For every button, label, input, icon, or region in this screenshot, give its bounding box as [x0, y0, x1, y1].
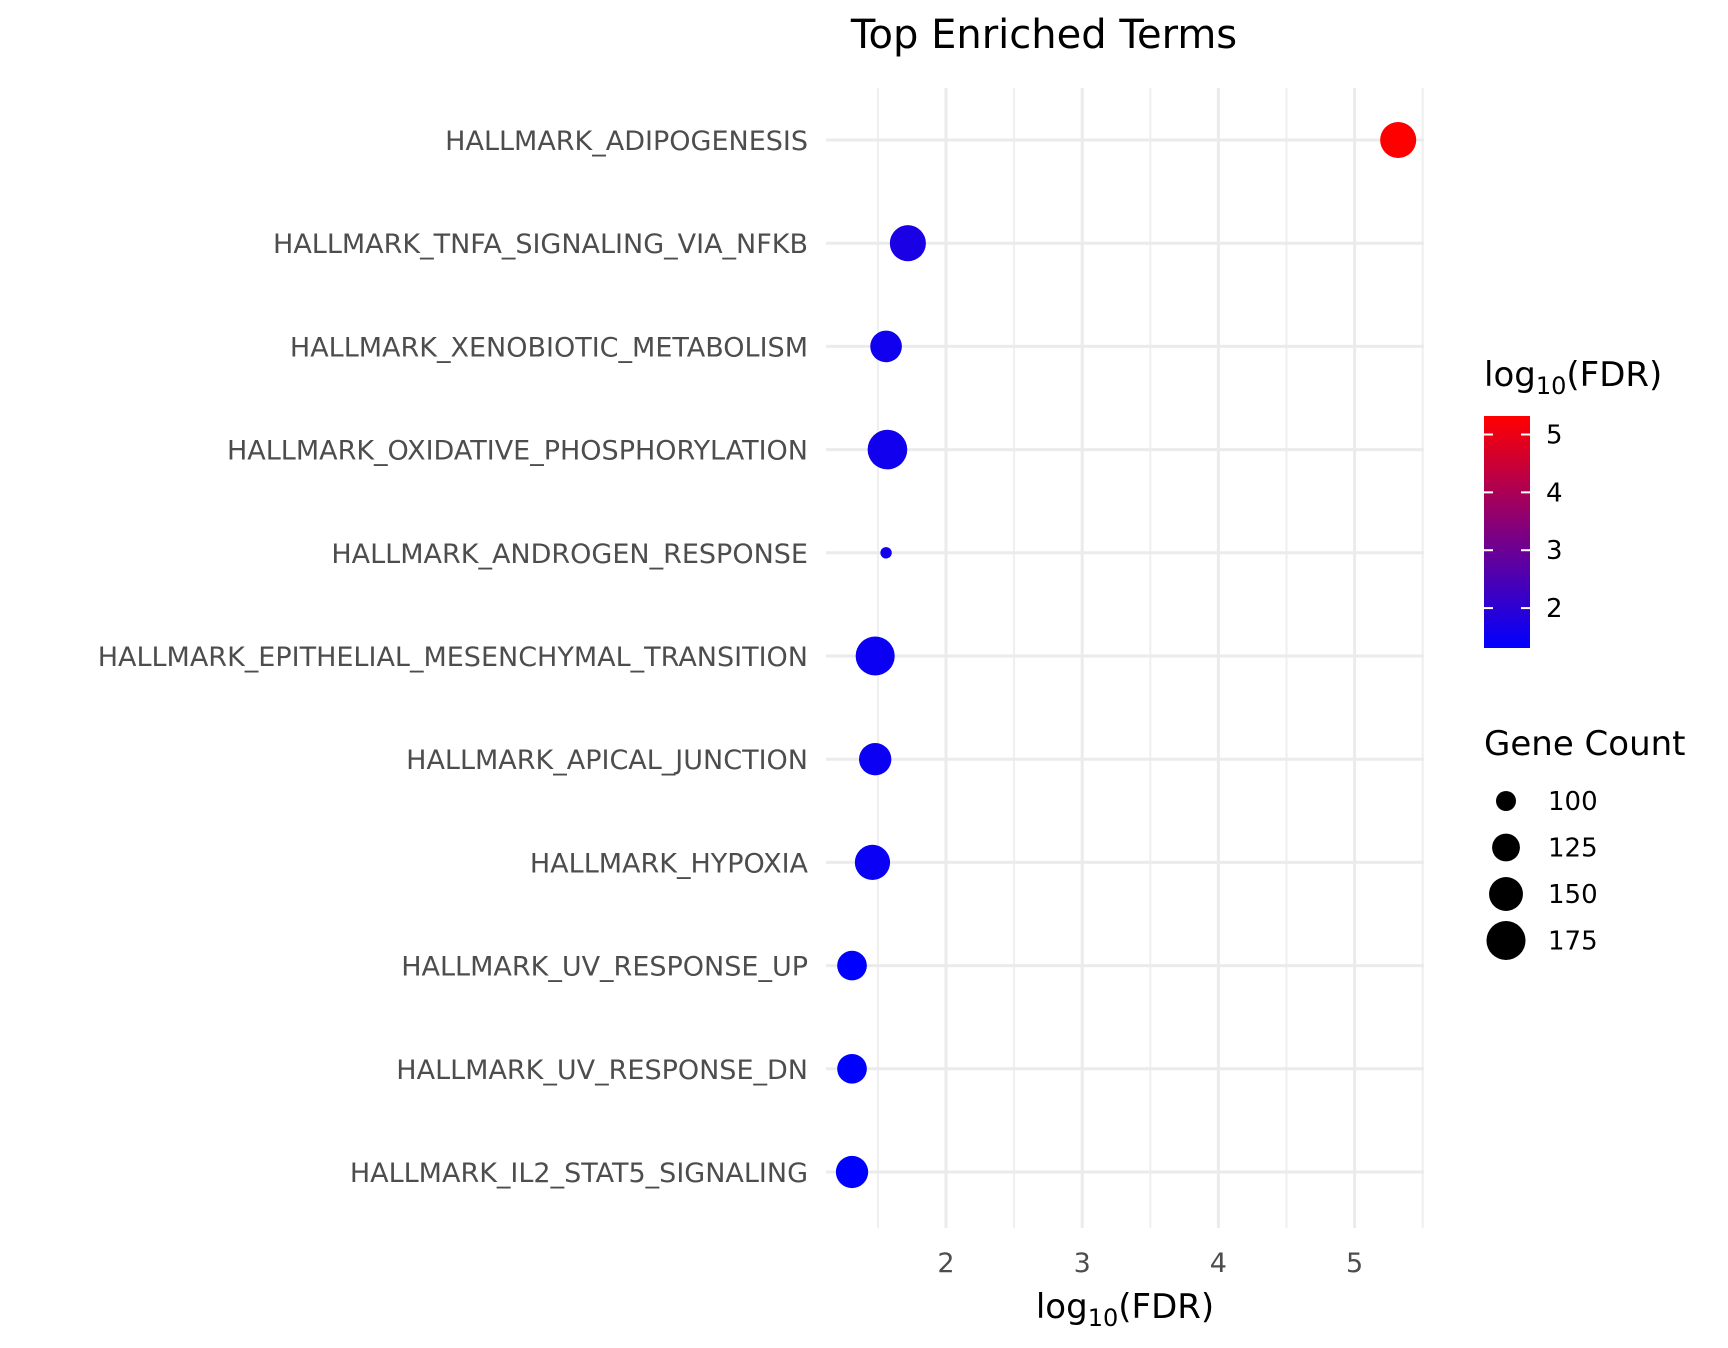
y-tick-label: HALLMARK_UV_RESPONSE_DN [396, 1055, 808, 1086]
x-tick-label: 2 [937, 1248, 954, 1279]
y-tick-label: HALLMARK_ADIPOGENESIS [445, 126, 808, 157]
x-tick-label: 3 [1074, 1248, 1091, 1279]
color-legend-ticks: 2 3 4 5 [1484, 421, 1563, 624]
x-axis-ticks: 2 3 4 5 [937, 1248, 1363, 1279]
y-tick-label: HALLMARK_TNFA_SIGNALING_VIA_NFKB [273, 229, 808, 260]
chart-title: Top Enriched Terms [850, 12, 1237, 58]
size-legend-key [1486, 920, 1526, 961]
size-legend-key [1489, 877, 1523, 911]
colorbar-tick-label: 4 [1546, 478, 1563, 508]
color-legend-title-tail: (FDR) [1566, 355, 1662, 395]
y-tick-label: HALLMARK_HYPOXIA [530, 848, 809, 879]
y-tick-label: HALLMARK_ANDROGEN_RESPONSE [331, 539, 808, 570]
size-legend-label: 175 [1548, 927, 1598, 957]
size-legend-key [1492, 833, 1520, 862]
size-legend-key [1496, 791, 1516, 811]
data-point [867, 429, 908, 470]
x-axis-title-sub: 10 [1088, 1304, 1119, 1332]
color-legend-title: log10(FDR) [1484, 355, 1662, 400]
data-point [837, 1053, 867, 1084]
data-point [870, 330, 902, 363]
y-tick-label: HALLMARK_OXIDATIVE_PHOSPHORYLATION [227, 436, 808, 467]
size-legend-label: 150 [1548, 880, 1598, 910]
y-tick-label: HALLMARK_APICAL_JUNCTION [406, 745, 808, 776]
x-axis-title-tail: (FDR) [1118, 1287, 1214, 1327]
y-tick-label: HALLMARK_IL2_STAT5_SIGNALING [350, 1158, 808, 1189]
data-point [837, 950, 867, 981]
size-legend: Gene Count 100 125 150 175 [1484, 724, 1686, 961]
color-legend-title-main: log [1484, 355, 1536, 395]
colorbar-tick-label: 3 [1546, 536, 1563, 566]
data-point [1380, 121, 1417, 159]
x-axis-title-main: log [1036, 1287, 1088, 1327]
x-tick-label: 5 [1346, 1248, 1363, 1279]
data-point [835, 1155, 869, 1189]
y-tick-label: HALLMARK_XENOBIOTIC_METABOLISM [290, 332, 808, 363]
points [835, 121, 1417, 1189]
size-legend-label: 125 [1548, 834, 1598, 864]
size-legend-label: 100 [1548, 787, 1598, 817]
data-point [889, 225, 926, 262]
color-legend-bar [1484, 416, 1530, 648]
colorbar-tick-label: 2 [1546, 594, 1563, 624]
data-point [855, 636, 895, 676]
color-legend-title-sub: 10 [1536, 372, 1567, 400]
data-point [859, 743, 892, 776]
y-tick-label: HALLMARK_UV_RESPONSE_UP [401, 952, 808, 983]
color-legend: log10(FDR) 2 3 4 5 [1484, 355, 1662, 648]
size-legend-items: 100 125 150 175 [1486, 787, 1598, 961]
size-legend-title: Gene Count [1484, 724, 1686, 764]
colorbar-tick-label: 5 [1546, 421, 1563, 451]
data-point [854, 844, 891, 881]
x-axis-title: log10(FDR) [1036, 1287, 1214, 1332]
y-axis-labels: HALLMARK_ADIPOGENESIS HALLMARK_TNFA_SIGNA… [98, 126, 809, 1189]
y-tick-label: HALLMARK_EPITHELIAL_MESENCHYMAL_TRANSITI… [98, 642, 808, 673]
x-tick-label: 4 [1210, 1248, 1227, 1279]
data-point [880, 547, 892, 559]
